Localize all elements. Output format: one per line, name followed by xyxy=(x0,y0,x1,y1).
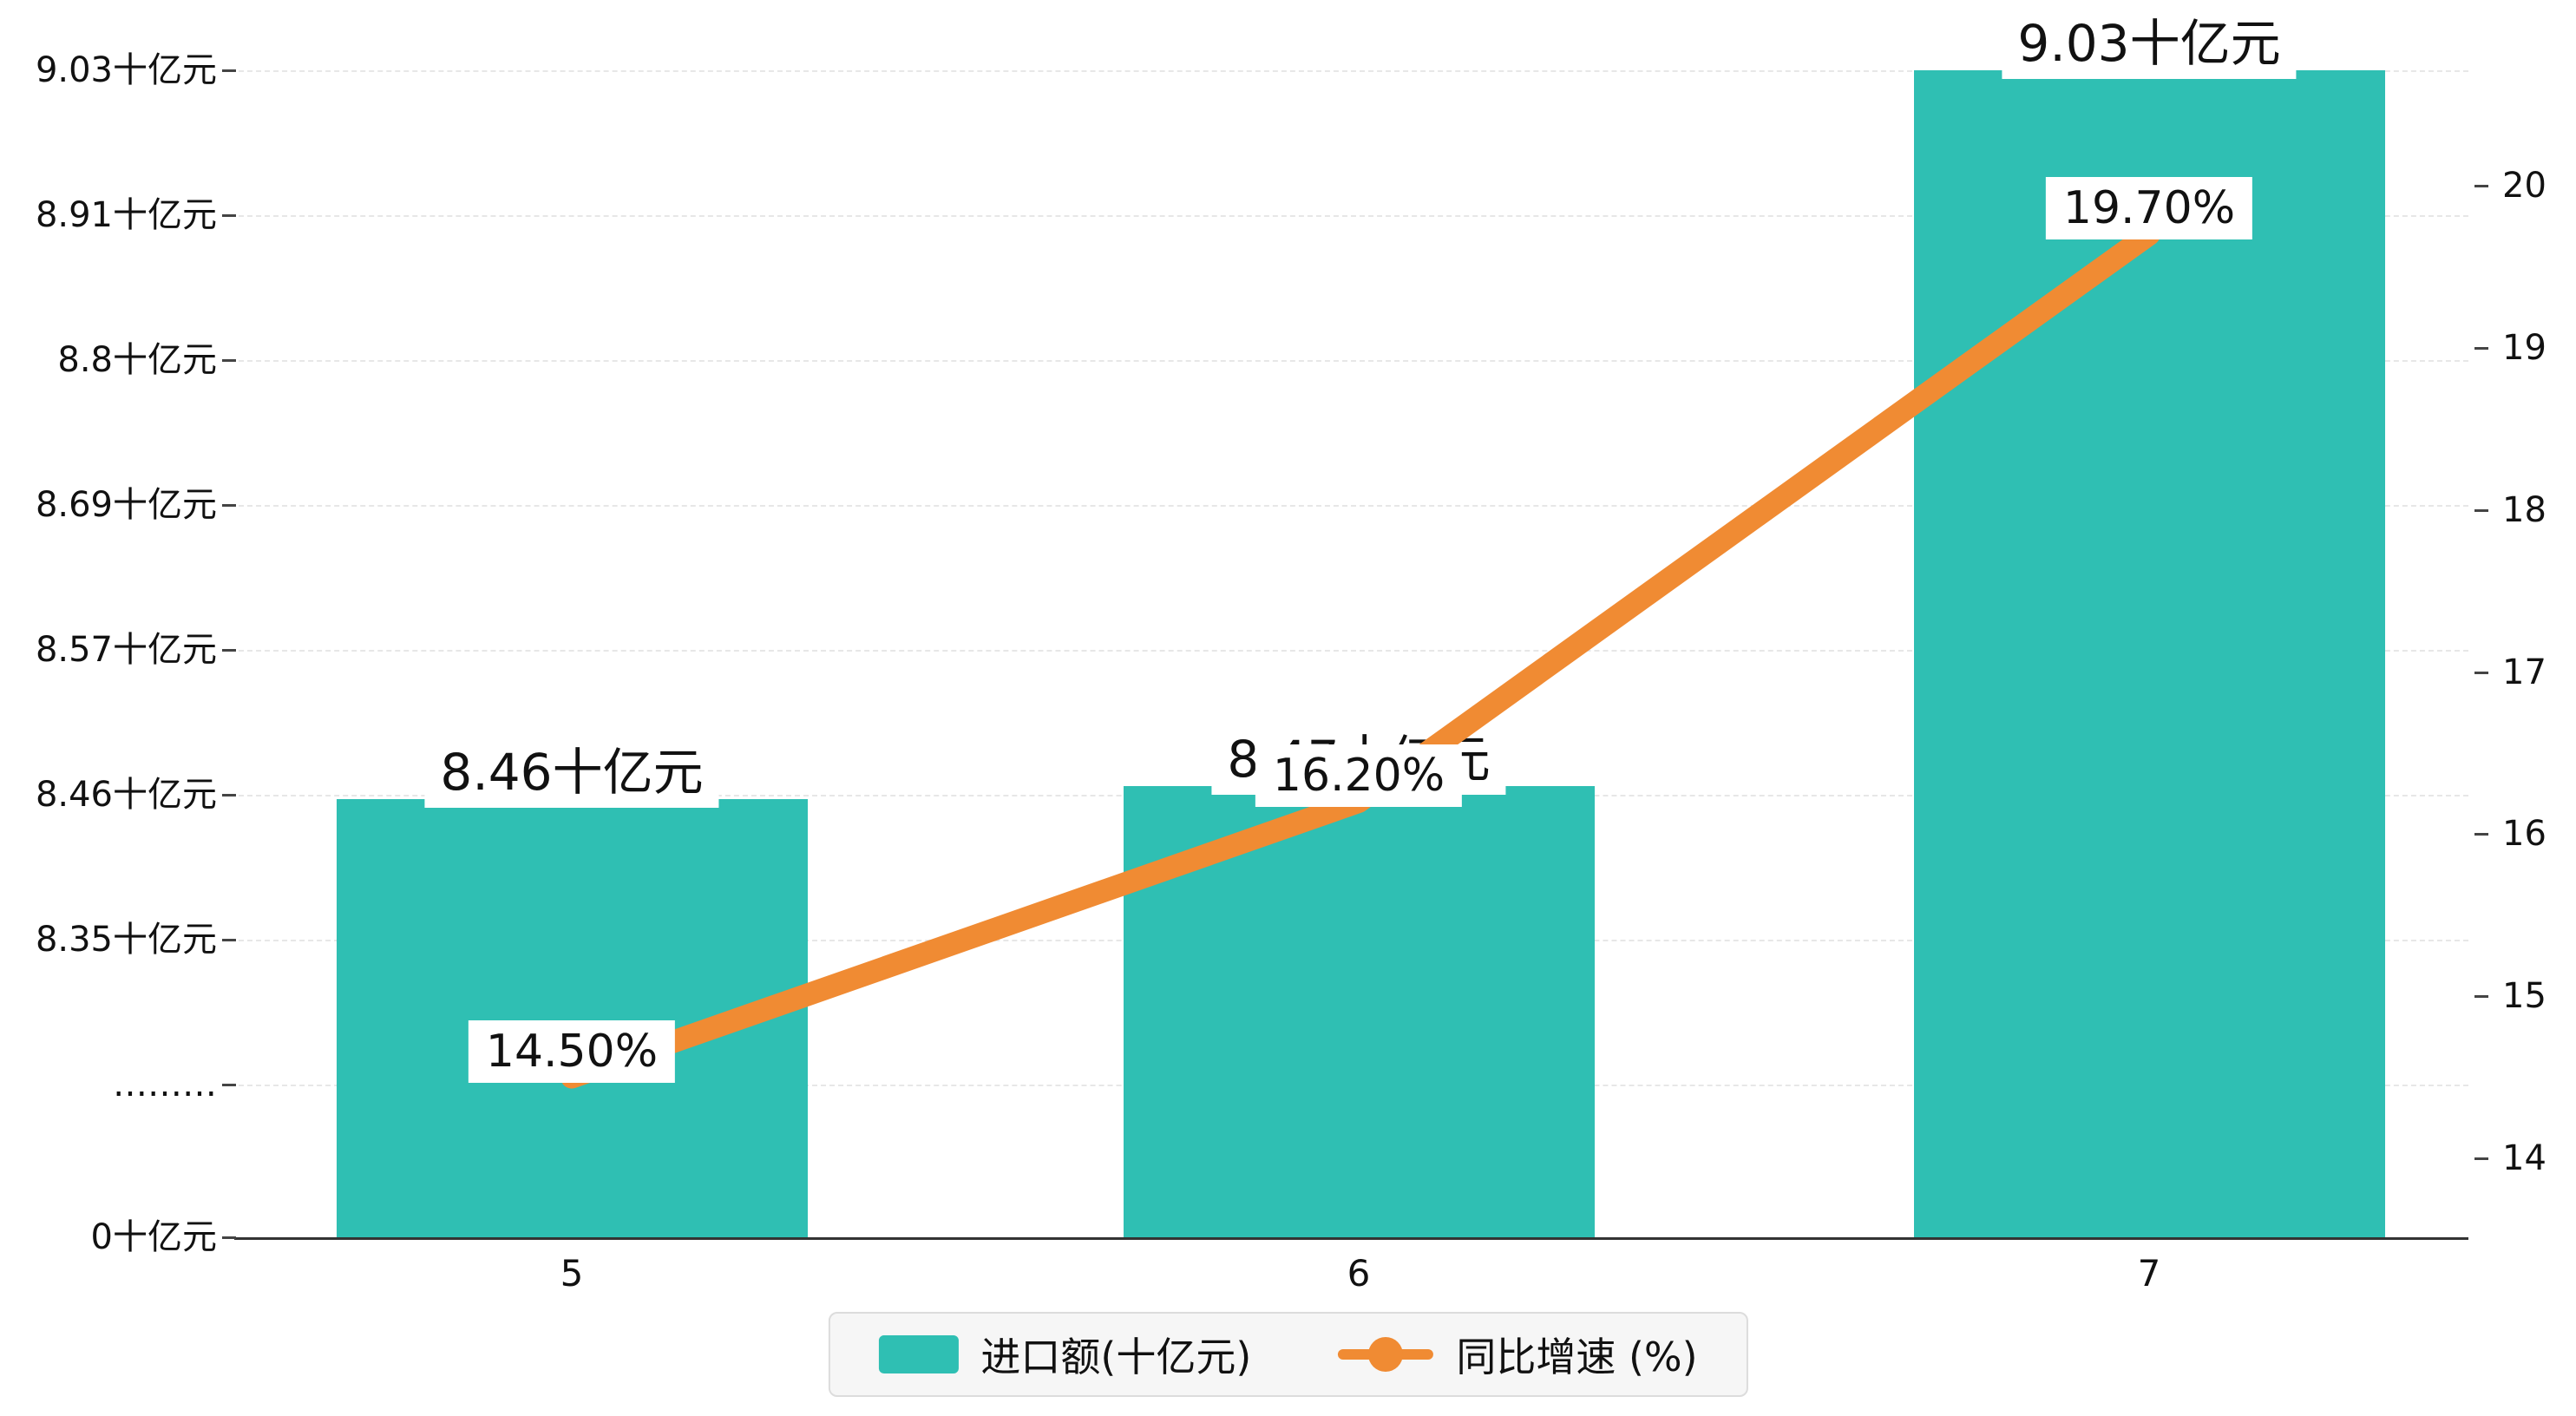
y-axis-label: 8.46十亿元 xyxy=(35,775,217,815)
y-axis-tick xyxy=(222,649,236,652)
secondary-y-axis-tick xyxy=(2474,346,2488,350)
legend-item-import-value[interactable]: 进口额(十亿元) xyxy=(878,1326,1251,1383)
growth-line xyxy=(560,223,2160,1089)
x-axis-label: 6 xyxy=(1347,1252,1371,1295)
x-axis-label: 5 xyxy=(560,1252,584,1295)
y-axis-tick xyxy=(222,1236,236,1239)
y-axis-tick xyxy=(222,1084,236,1086)
bar-value-label: 8.46十亿元 xyxy=(424,727,719,808)
y-axis-tick xyxy=(222,794,236,796)
y-axis-tick xyxy=(222,504,236,507)
gridline xyxy=(239,215,2468,217)
secondary-y-axis-label: 14 xyxy=(2502,1138,2547,1178)
y-axis-label: 8.35十亿元 xyxy=(35,920,217,960)
y-axis-tick xyxy=(222,939,236,941)
secondary-y-axis-label: 15 xyxy=(2502,976,2547,1017)
legend-label-import-value: 进口额(十亿元) xyxy=(980,1334,1252,1380)
y-axis-label: ……… xyxy=(113,1065,217,1105)
gridline xyxy=(239,70,2468,72)
secondary-y-axis-tick xyxy=(2474,833,2488,836)
line-marker-dot xyxy=(1368,1337,1404,1372)
legend: 进口额(十亿元) 同比增速 (%) xyxy=(828,1312,1748,1397)
bar-series-swatch xyxy=(878,1335,959,1373)
secondary-y-axis-label: 19 xyxy=(2502,327,2547,368)
gridline xyxy=(239,505,2468,507)
bar xyxy=(1913,70,2385,1237)
secondary-y-axis-label: 20 xyxy=(2502,166,2547,206)
secondary-y-axis-tick xyxy=(2474,508,2488,512)
y-axis-label: 0十亿元 xyxy=(90,1217,217,1257)
bar-value-label: 9.03十亿元 xyxy=(2002,0,2297,79)
secondary-y-axis-label: 18 xyxy=(2502,489,2547,530)
line-series-marker xyxy=(1338,1335,1434,1373)
secondary-y-axis-tick xyxy=(2474,185,2488,187)
x-axis-line xyxy=(234,1237,2468,1240)
y-axis-tick xyxy=(222,359,236,362)
y-axis-tick xyxy=(222,214,236,217)
x-axis-label: 7 xyxy=(2137,1252,2161,1295)
secondary-y-axis-tick xyxy=(2474,995,2488,999)
y-axis-label: 9.03十亿元 xyxy=(35,50,217,90)
gridline xyxy=(239,360,2468,362)
legend-label-growth-rate: 同比增速 (%) xyxy=(1456,1334,1698,1380)
y-axis-tick xyxy=(222,69,236,72)
secondary-y-axis-label: 16 xyxy=(2502,814,2547,855)
line-value-label: 19.70% xyxy=(2045,177,2253,240)
line-value-label: 14.50% xyxy=(468,1019,676,1083)
secondary-y-axis-tick xyxy=(2474,671,2488,674)
secondary-y-axis-label: 17 xyxy=(2502,652,2547,692)
y-axis-label: 8.57十亿元 xyxy=(35,630,217,670)
secondary-y-axis-tick xyxy=(2474,1157,2488,1160)
y-axis-label: 8.8十亿元 xyxy=(57,340,217,380)
gridline xyxy=(239,650,2468,652)
y-axis-label: 8.69十亿元 xyxy=(35,485,217,525)
line-value-label: 16.20% xyxy=(1255,744,1463,807)
legend-item-growth-rate[interactable]: 同比增速 (%) xyxy=(1338,1326,1698,1383)
y-axis-label: 8.91十亿元 xyxy=(35,195,217,235)
